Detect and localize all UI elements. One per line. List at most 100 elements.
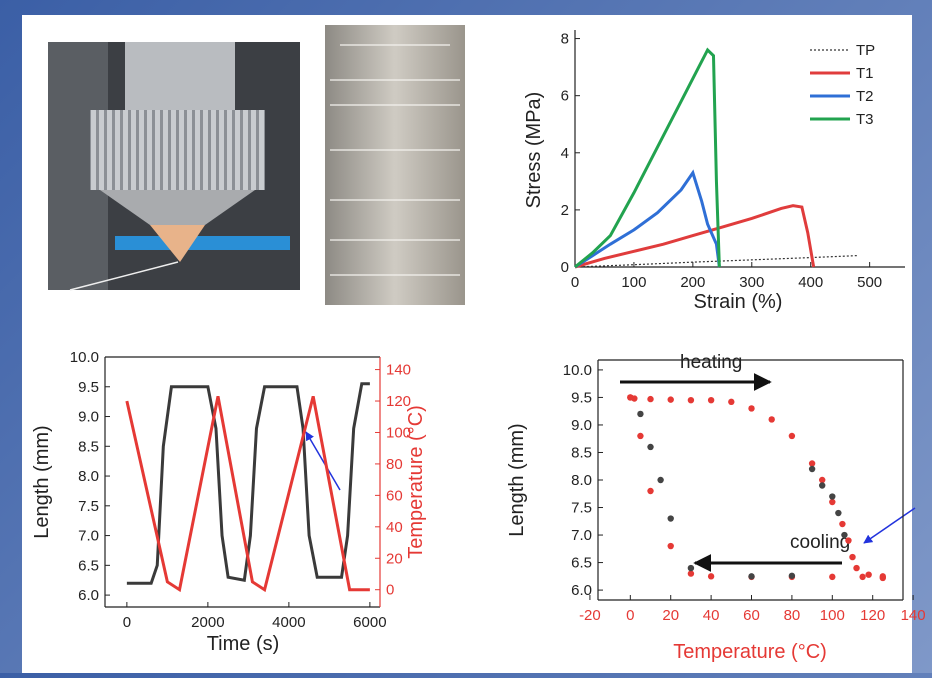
x-tick-label: 80 <box>784 607 801 624</box>
y-tick-label: 6.5 <box>571 555 592 572</box>
point <box>637 410 644 418</box>
y-axis-label: Length (mm) <box>506 423 528 536</box>
annotation: heating <box>680 352 742 373</box>
y-tick-label: 2 <box>561 202 569 219</box>
x-tick-label: -20 <box>579 607 601 624</box>
y-tick-label: 7.5 <box>571 500 592 517</box>
point <box>829 573 836 581</box>
y-tick-label: 10.0 <box>70 349 99 366</box>
y2-tick-label: 20 <box>386 550 403 567</box>
y-tick-label: 9.0 <box>78 409 99 426</box>
y2-tick-label: 60 <box>386 487 403 504</box>
photo-filament <box>325 25 465 305</box>
point <box>865 571 872 578</box>
photo-printer <box>48 42 300 291</box>
series-line <box>574 169 721 269</box>
y-tick-label: 10.0 <box>563 362 592 379</box>
point <box>788 432 796 440</box>
y-tick-label: 8.0 <box>571 472 592 489</box>
point <box>647 443 654 451</box>
y2-tick-label: 80 <box>386 456 403 473</box>
y-tick-label: 9.5 <box>571 389 592 406</box>
y2-axis-label: Temperature (°C) <box>405 405 427 559</box>
x-tick-label: 100 <box>621 274 646 291</box>
y-tick-label: 6 <box>561 88 569 105</box>
point <box>667 396 674 403</box>
point <box>687 570 695 577</box>
y-axis-label: Length (mm) <box>31 425 53 538</box>
y-tick-label: 6.0 <box>78 587 99 604</box>
chart: 0 100 200 300 400 500 0 2 4 6 8 Strain (%) Stress (M… <box>523 30 905 313</box>
point <box>667 542 674 550</box>
series-line <box>574 254 858 268</box>
point <box>788 572 796 579</box>
y-tick-label: 6.0 <box>571 582 592 599</box>
point <box>728 398 735 406</box>
point <box>859 573 866 581</box>
point <box>829 498 836 506</box>
point <box>748 405 755 412</box>
x-tick-label: 40 <box>703 607 720 624</box>
y-axis-label: Stress (MPa) <box>523 92 545 209</box>
x-tick-label: 20 <box>662 607 679 624</box>
x-tick-label: 400 <box>798 274 823 291</box>
pointer-arrow <box>305 431 341 491</box>
y2-tick-label: 120 <box>386 393 411 410</box>
point <box>647 395 654 403</box>
point <box>835 509 842 517</box>
point <box>819 482 826 489</box>
series-line <box>574 204 816 269</box>
point <box>879 574 887 582</box>
x-tick-label: 4000 <box>272 614 305 631</box>
x-tick-label: 0 <box>626 607 634 624</box>
x-tick-label: 2000 <box>191 614 224 631</box>
point <box>845 537 852 544</box>
x-tick-label: 6000 <box>353 614 386 631</box>
y-tick-label: 6.5 <box>78 557 99 574</box>
x-axis-label: Strain (%) <box>694 291 783 313</box>
y-tick-label: 0 <box>561 259 569 276</box>
legend-label: TP <box>856 42 875 59</box>
chart: 0 2000 4000 6000 6.0 6.5 7.0 7.5 8.0 8.5 9.0 9.5 10.… <box>31 349 427 655</box>
x-tick-label: 500 <box>857 274 882 291</box>
point <box>768 416 775 423</box>
legend-label: T2 <box>856 88 874 105</box>
point <box>808 460 816 467</box>
chart: -20 0 20 40 60 80 100 120 140 6.0 6.5 7.0 7.5 8.0 8.5 9… <box>506 352 926 663</box>
point <box>808 465 816 473</box>
y-tick-label: 4 <box>561 145 569 162</box>
point <box>647 487 654 495</box>
y2-tick-label: 100 <box>386 424 411 441</box>
series-line <box>125 395 370 593</box>
point <box>849 553 856 561</box>
x-axis-label: Temperature (°C) <box>673 641 827 663</box>
point <box>657 476 664 484</box>
y-tick-label: 9.0 <box>571 417 592 434</box>
y-tick-label: 8.0 <box>78 468 99 485</box>
x-axis-label: Time (s) <box>207 633 280 655</box>
x-tick-label: 200 <box>680 274 705 291</box>
y2-tick-label: 0 <box>386 582 394 599</box>
y-tick-label: 8.5 <box>571 444 592 461</box>
point <box>627 394 634 401</box>
point <box>748 573 755 580</box>
y-tick-label: 8 <box>561 31 569 48</box>
y-tick-label: 9.5 <box>78 379 99 396</box>
point <box>839 520 846 528</box>
legend-label: T1 <box>856 65 874 82</box>
point <box>687 396 695 404</box>
point <box>819 476 826 484</box>
point <box>687 564 695 572</box>
point <box>637 432 644 440</box>
y-tick-label: 7.0 <box>78 528 99 545</box>
series-line <box>574 47 721 269</box>
y-tick-label: 7.5 <box>78 498 99 515</box>
point <box>829 493 836 500</box>
y2-tick-label: 140 <box>386 362 411 379</box>
x-tick-label: 0 <box>571 274 579 291</box>
x-tick-label: 100 <box>820 607 845 624</box>
pointer-arrow <box>863 507 916 544</box>
point <box>707 573 715 580</box>
x-tick-label: 300 <box>739 274 764 291</box>
